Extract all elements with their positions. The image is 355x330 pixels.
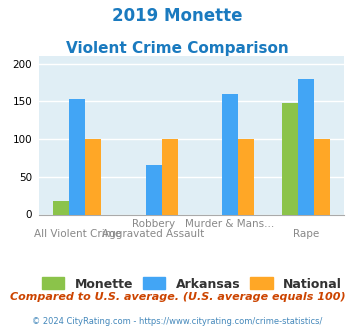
Bar bbox=[222, 94, 238, 214]
Bar bbox=[162, 139, 178, 214]
Text: © 2024 CityRating.com - https://www.cityrating.com/crime-statistics/: © 2024 CityRating.com - https://www.city… bbox=[32, 317, 323, 326]
Bar bbox=[282, 103, 298, 214]
Text: 2019 Monette: 2019 Monette bbox=[112, 7, 243, 25]
Text: Aggravated Assault: Aggravated Assault bbox=[102, 229, 205, 239]
Legend: Monette, Arkansas, National: Monette, Arkansas, National bbox=[42, 278, 342, 291]
Bar bbox=[146, 165, 162, 215]
Text: All Violent Crime: All Violent Crime bbox=[34, 229, 121, 239]
Bar bbox=[85, 139, 101, 214]
Text: Violent Crime Comparison: Violent Crime Comparison bbox=[66, 41, 289, 56]
Text: Robbery: Robbery bbox=[132, 219, 175, 229]
Bar bbox=[69, 99, 85, 214]
Bar bbox=[314, 139, 330, 214]
Bar bbox=[298, 79, 314, 214]
Bar bbox=[53, 201, 69, 214]
Text: Murder & Mans...: Murder & Mans... bbox=[185, 219, 274, 229]
Text: Rape: Rape bbox=[293, 229, 319, 239]
Bar bbox=[238, 139, 254, 214]
Text: Compared to U.S. average. (U.S. average equals 100): Compared to U.S. average. (U.S. average … bbox=[10, 292, 345, 302]
